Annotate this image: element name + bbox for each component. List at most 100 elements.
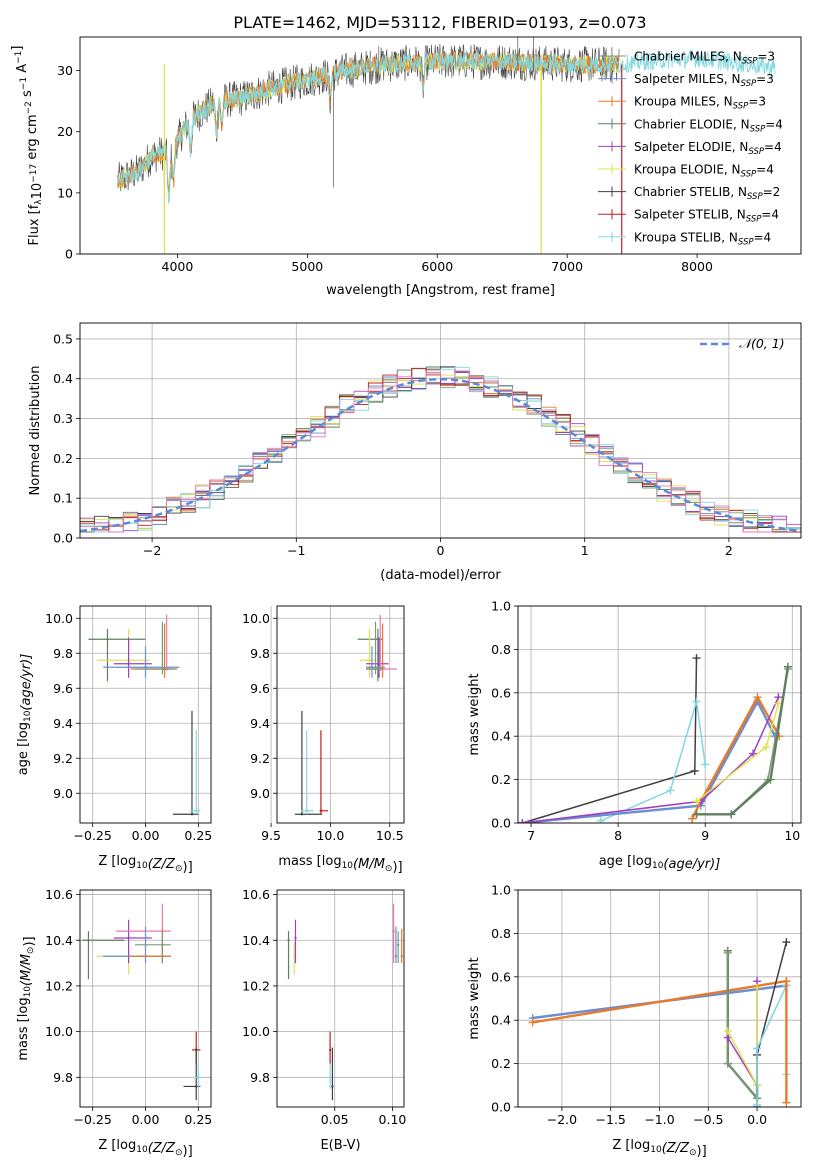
y-tick-label: 9.8	[250, 1070, 270, 1085]
weight-marker	[766, 775, 775, 784]
y-tick-label: 0.2	[491, 772, 511, 787]
data-point	[300, 813, 304, 816]
x-axis-label: E(B-V)	[320, 1138, 360, 1153]
data-point	[328, 1076, 332, 1079]
label-part: A	[15, 64, 30, 77]
weight-marker	[753, 1100, 762, 1107]
y-tick-label: 0.6	[491, 969, 511, 984]
y-tick-label: 0.2	[53, 451, 73, 466]
weight-marker	[723, 1027, 732, 1036]
axes-frame	[79, 605, 212, 824]
legend-name: Kroupa ELODIE, N	[634, 163, 741, 177]
label-part: 10	[342, 861, 354, 871]
label-part: 10	[652, 861, 664, 871]
label-part: s	[20, 90, 35, 101]
weight-marker	[690, 766, 699, 775]
label-part: )]	[183, 1144, 193, 1159]
x-tick-label: −1.5	[596, 1112, 626, 1127]
legend-entry: Kroupa STELIB, NSSP=4	[634, 230, 771, 247]
weight-line	[522, 698, 776, 823]
weight-line	[696, 666, 790, 816]
spectrum-line	[117, 51, 620, 254]
label-part: ⊙	[26, 947, 36, 955]
plot-area	[294, 614, 397, 816]
label-part: ⊙	[175, 1148, 183, 1158]
grid	[270, 606, 404, 823]
y-tick-label: 10.4	[242, 933, 270, 948]
weight-line	[522, 696, 780, 823]
x-axis-label: Z [log10(Z/Z⊙)]	[98, 1138, 192, 1159]
data-point	[400, 955, 403, 958]
weight-line	[756, 985, 788, 1105]
plot-area	[117, 37, 776, 254]
y-tick-label: 9.2	[250, 751, 270, 766]
legend-name: Salpeter MILES, N	[634, 72, 741, 86]
label-part: age [log	[599, 854, 652, 869]
y-tick-label: 9.8	[53, 1070, 73, 1085]
legend-tail: =4	[754, 230, 772, 244]
label-part: ⊙	[175, 864, 183, 874]
axes-frame	[79, 889, 212, 1108]
y-tick-label: 0.0	[491, 816, 511, 831]
label-part: mass [log	[16, 997, 31, 1060]
label-part: (Z/Z	[662, 1141, 690, 1156]
y-tick-label: 0.1	[53, 491, 73, 506]
x-tick-label: 6000	[421, 259, 453, 274]
x-tick-label: 0.00	[132, 828, 160, 843]
legend-entry: Kroupa MILES, NSSP=3	[634, 95, 766, 112]
label-part: Z [log	[98, 854, 136, 869]
y-tick-label: 20	[57, 124, 73, 139]
label-part: Z [log	[98, 1138, 136, 1153]
panel-spectrum: 4000 5000 6000 7000 8000 0 10 20 30 Chabrier MILE…	[10, 36, 802, 298]
legend-name: Chabrier ELODIE, N	[634, 117, 750, 131]
weight-marker	[723, 1059, 732, 1068]
label-part: )]	[392, 860, 402, 875]
legend-sub: SSP	[750, 124, 766, 134]
weight-marker	[692, 797, 701, 806]
legend-sub: SSP	[746, 215, 762, 225]
panel-age-vs-mass: 9.5 10.0 10.5 9.0 9.2 9.4 9.6 9.8 10.0 mass [log1…	[242, 605, 405, 875]
weight-marker	[753, 983, 762, 992]
plot-area	[518, 654, 792, 823]
weight-line	[600, 701, 706, 822]
x-tick-label: −2.0	[547, 1112, 577, 1127]
label-part: Z [log	[612, 1138, 650, 1153]
x-tick-label: 0.00	[132, 1112, 160, 1127]
y-tick-label: 0.5	[53, 331, 73, 346]
legend-tail: =2	[763, 185, 781, 199]
label-part: 10	[30, 183, 45, 200]
y-tick-label: 9.0	[53, 786, 73, 801]
y-tick-label: 30	[57, 63, 73, 78]
legend-name: Salpeter ELODIE, N	[634, 140, 748, 154]
legend-tail: =3	[757, 50, 775, 64]
x-tick-label: 9.5	[261, 828, 281, 843]
label-part: erg cm	[25, 114, 40, 163]
y-tick-label: 10.0	[242, 1024, 270, 1039]
x-tick-label: 0.10	[379, 1112, 407, 1127]
label-part: (M/M	[19, 954, 34, 986]
x-tick-label: 1	[581, 543, 589, 558]
data-point	[305, 809, 308, 812]
y-tick-label: 9.4	[53, 716, 73, 731]
weight-marker	[783, 662, 792, 671]
data-point	[127, 936, 130, 940]
panel-weight-vs-metallicity: −2.0 −1.5 −1.0 −0.5 0.0 0.0 0.2 0.4 0.6 0.8 1.0 Z […	[467, 883, 802, 1159]
x-tick-label: −0.5	[693, 1112, 723, 1127]
axes-frame	[517, 889, 802, 1108]
data-point	[195, 809, 198, 812]
legend-tail: =4	[761, 208, 779, 222]
data-point	[195, 1085, 198, 1088]
legend-sub: SSP	[733, 102, 749, 112]
y-tick-label: 9.0	[250, 786, 270, 801]
y-tick-label: 10.0	[45, 611, 73, 626]
data-point	[87, 939, 90, 942]
spectrum-line	[117, 49, 776, 204]
data-point	[374, 667, 377, 671]
grid	[80, 890, 211, 1107]
panel-age-vs-metallicity: −0.25 0.00 0.259.09.29.49.69.810.0Z [log10…	[16, 605, 212, 875]
y-tick-label: 0.8	[491, 926, 511, 941]
x-axis-label: (data-model)/error	[380, 568, 501, 583]
legend-entry: Salpeter ELODIE, NSSP=4	[634, 140, 782, 157]
label-part: 10	[136, 1145, 148, 1155]
